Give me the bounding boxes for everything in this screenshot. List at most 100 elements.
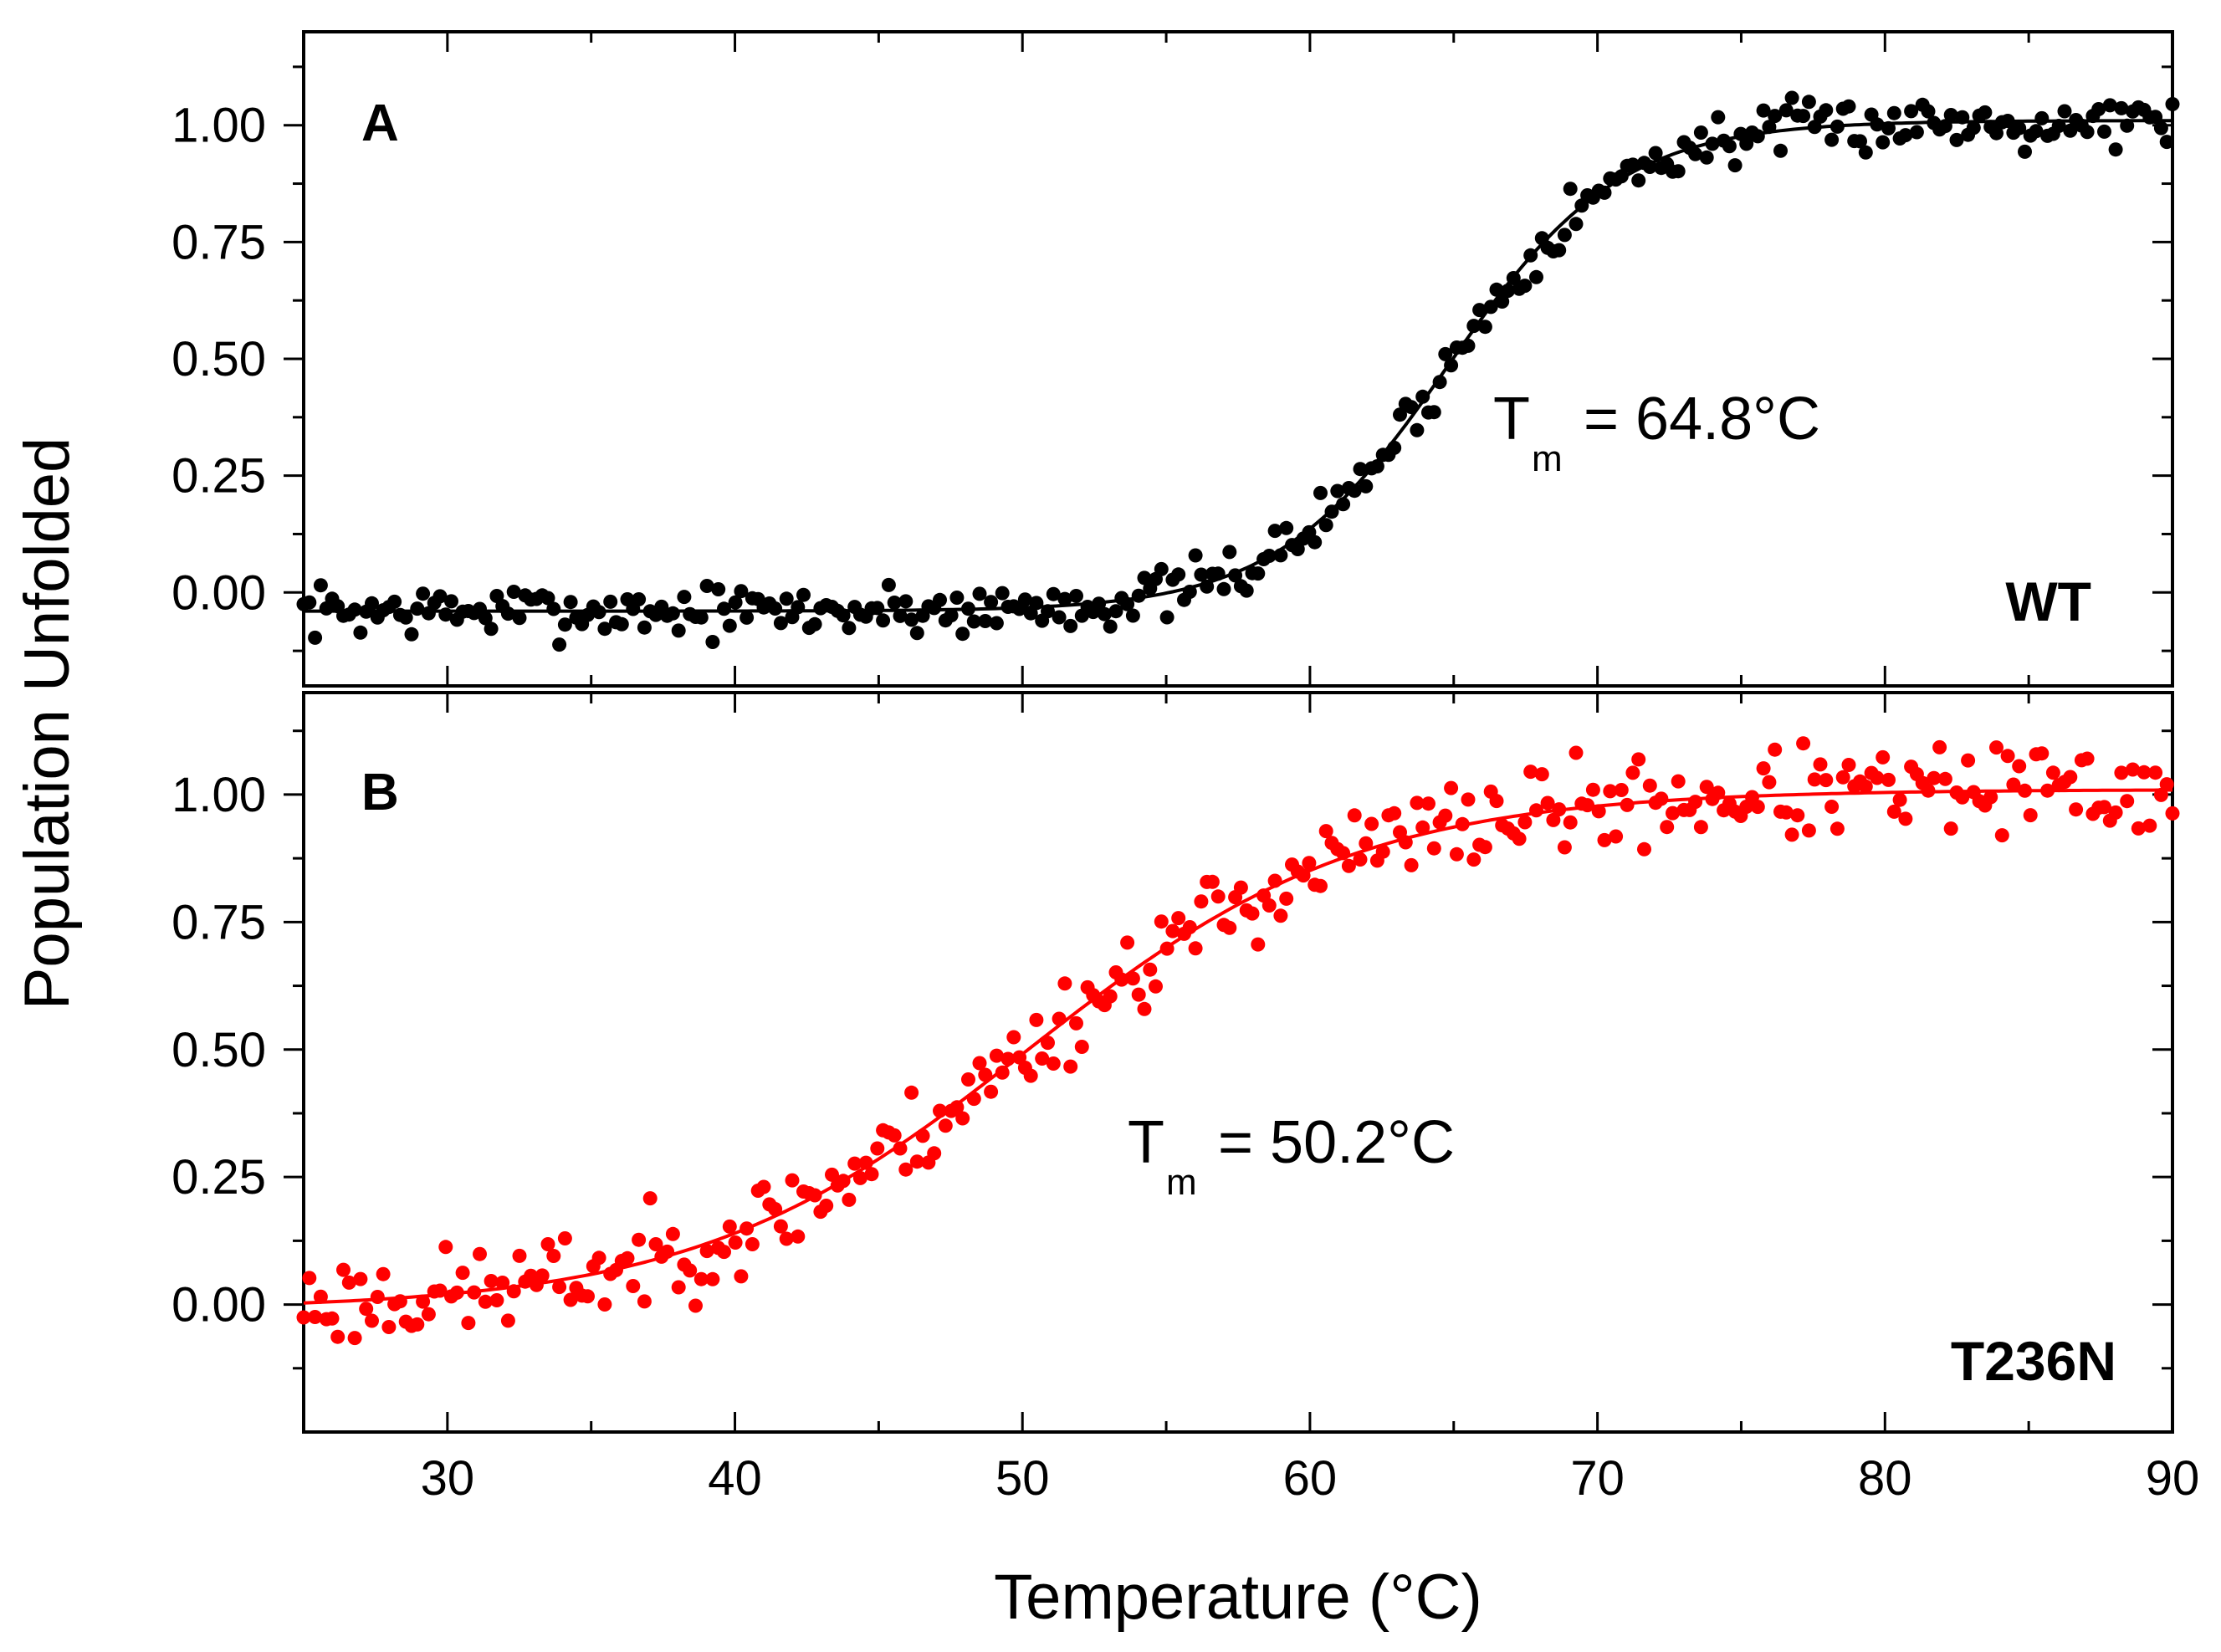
data-point xyxy=(614,616,629,632)
data-point xyxy=(1768,109,1783,124)
data-point xyxy=(693,1271,709,1286)
data-point xyxy=(1302,856,1317,871)
x-tick-label: 30 xyxy=(421,1451,475,1506)
data-point xyxy=(1472,303,1487,318)
data-point xyxy=(722,1219,737,1234)
y-tick-label: 0.75 xyxy=(171,895,266,949)
data-point xyxy=(1989,125,2004,141)
data-point xyxy=(909,626,924,641)
data-point xyxy=(2063,123,2078,138)
data-point xyxy=(387,594,402,609)
data-point xyxy=(489,1293,504,1307)
data-point xyxy=(1074,1040,1089,1054)
data-point xyxy=(1103,989,1118,1004)
data-point xyxy=(1046,1056,1061,1071)
data-point xyxy=(1693,820,1708,835)
data-point xyxy=(1671,774,1686,789)
data-point xyxy=(1279,520,1294,535)
data-point xyxy=(2126,762,2140,777)
data-point xyxy=(1778,103,1794,118)
data-point xyxy=(1819,773,1834,788)
data-point xyxy=(2159,777,2174,792)
y-tick-label: 0.50 xyxy=(171,332,266,386)
data-point xyxy=(1421,796,1435,811)
data-point xyxy=(1756,103,1771,118)
data-point xyxy=(632,592,647,606)
data-point xyxy=(1154,914,1169,929)
data-point xyxy=(2097,124,2111,139)
data-point xyxy=(2057,104,2072,119)
data-point xyxy=(887,1128,902,1143)
data-point xyxy=(1415,389,1430,404)
data-point xyxy=(1251,937,1266,952)
data-point xyxy=(540,591,555,606)
data-point xyxy=(683,1263,698,1278)
data-point xyxy=(791,1229,806,1244)
panel-a: 1.00 0.75 0.50 0.25 0.00 A WT Tm = 64.8°C xyxy=(171,30,2180,688)
data-point xyxy=(398,610,413,625)
data-point xyxy=(1927,770,1942,785)
data-point xyxy=(864,1167,879,1182)
data-point xyxy=(705,635,720,649)
data-point xyxy=(2159,135,2174,150)
data-point xyxy=(1273,908,1288,923)
data-point xyxy=(1625,765,1640,780)
data-point xyxy=(898,1162,913,1177)
data-point xyxy=(1750,129,1765,144)
data-point xyxy=(1410,422,1425,437)
data-point xyxy=(1466,852,1482,867)
data-point xyxy=(898,594,913,609)
data-point xyxy=(1239,583,1254,598)
data-point xyxy=(637,620,652,635)
data-point xyxy=(1035,1051,1050,1066)
data-point xyxy=(2006,777,2021,792)
data-point xyxy=(546,1249,561,1263)
data-point xyxy=(1557,840,1572,855)
data-point xyxy=(1540,795,1555,811)
data-point xyxy=(484,621,499,637)
data-point xyxy=(1921,104,1936,119)
data-point xyxy=(1722,139,1737,154)
data-point xyxy=(416,586,431,601)
data-point xyxy=(597,1297,612,1312)
data-point xyxy=(1768,742,1783,757)
data-point xyxy=(1642,778,1657,793)
data-point xyxy=(1609,829,1624,844)
data-point xyxy=(989,1048,1004,1063)
data-point xyxy=(1318,518,1333,533)
data-point xyxy=(1097,606,1112,621)
panel-letter: B xyxy=(361,764,399,821)
data-point xyxy=(739,610,755,625)
data-point xyxy=(1648,146,1663,161)
data-point xyxy=(842,621,857,636)
data-point xyxy=(2120,794,2135,809)
data-point xyxy=(365,596,379,611)
x-tick-label: 80 xyxy=(1858,1451,1912,1506)
x-tick-label: 40 xyxy=(708,1451,762,1506)
data-point xyxy=(745,1237,760,1251)
data-point xyxy=(870,1141,885,1156)
data-point xyxy=(1625,157,1640,172)
data-point xyxy=(1477,840,1492,855)
data-point xyxy=(1444,780,1459,795)
data-point xyxy=(972,1056,987,1071)
data-point xyxy=(2131,821,2146,836)
tm-subscript: m xyxy=(1532,438,1563,479)
data-point xyxy=(1245,906,1260,921)
data-point xyxy=(1041,1036,1055,1051)
data-point xyxy=(302,595,317,610)
data-point xyxy=(1807,772,1822,787)
data-point xyxy=(1529,269,1543,284)
data-point xyxy=(1688,795,1703,810)
data-point xyxy=(1870,770,1885,785)
data-point xyxy=(796,587,811,602)
data-point xyxy=(1994,828,2009,843)
data-point xyxy=(1898,128,1913,143)
x-tick-label: 70 xyxy=(1570,1451,1625,1506)
data-point xyxy=(1165,923,1180,939)
data-point xyxy=(313,578,328,593)
data-point xyxy=(308,630,323,645)
data-point xyxy=(1801,823,1816,838)
data-point xyxy=(1194,894,1209,909)
data-point xyxy=(557,1231,572,1245)
